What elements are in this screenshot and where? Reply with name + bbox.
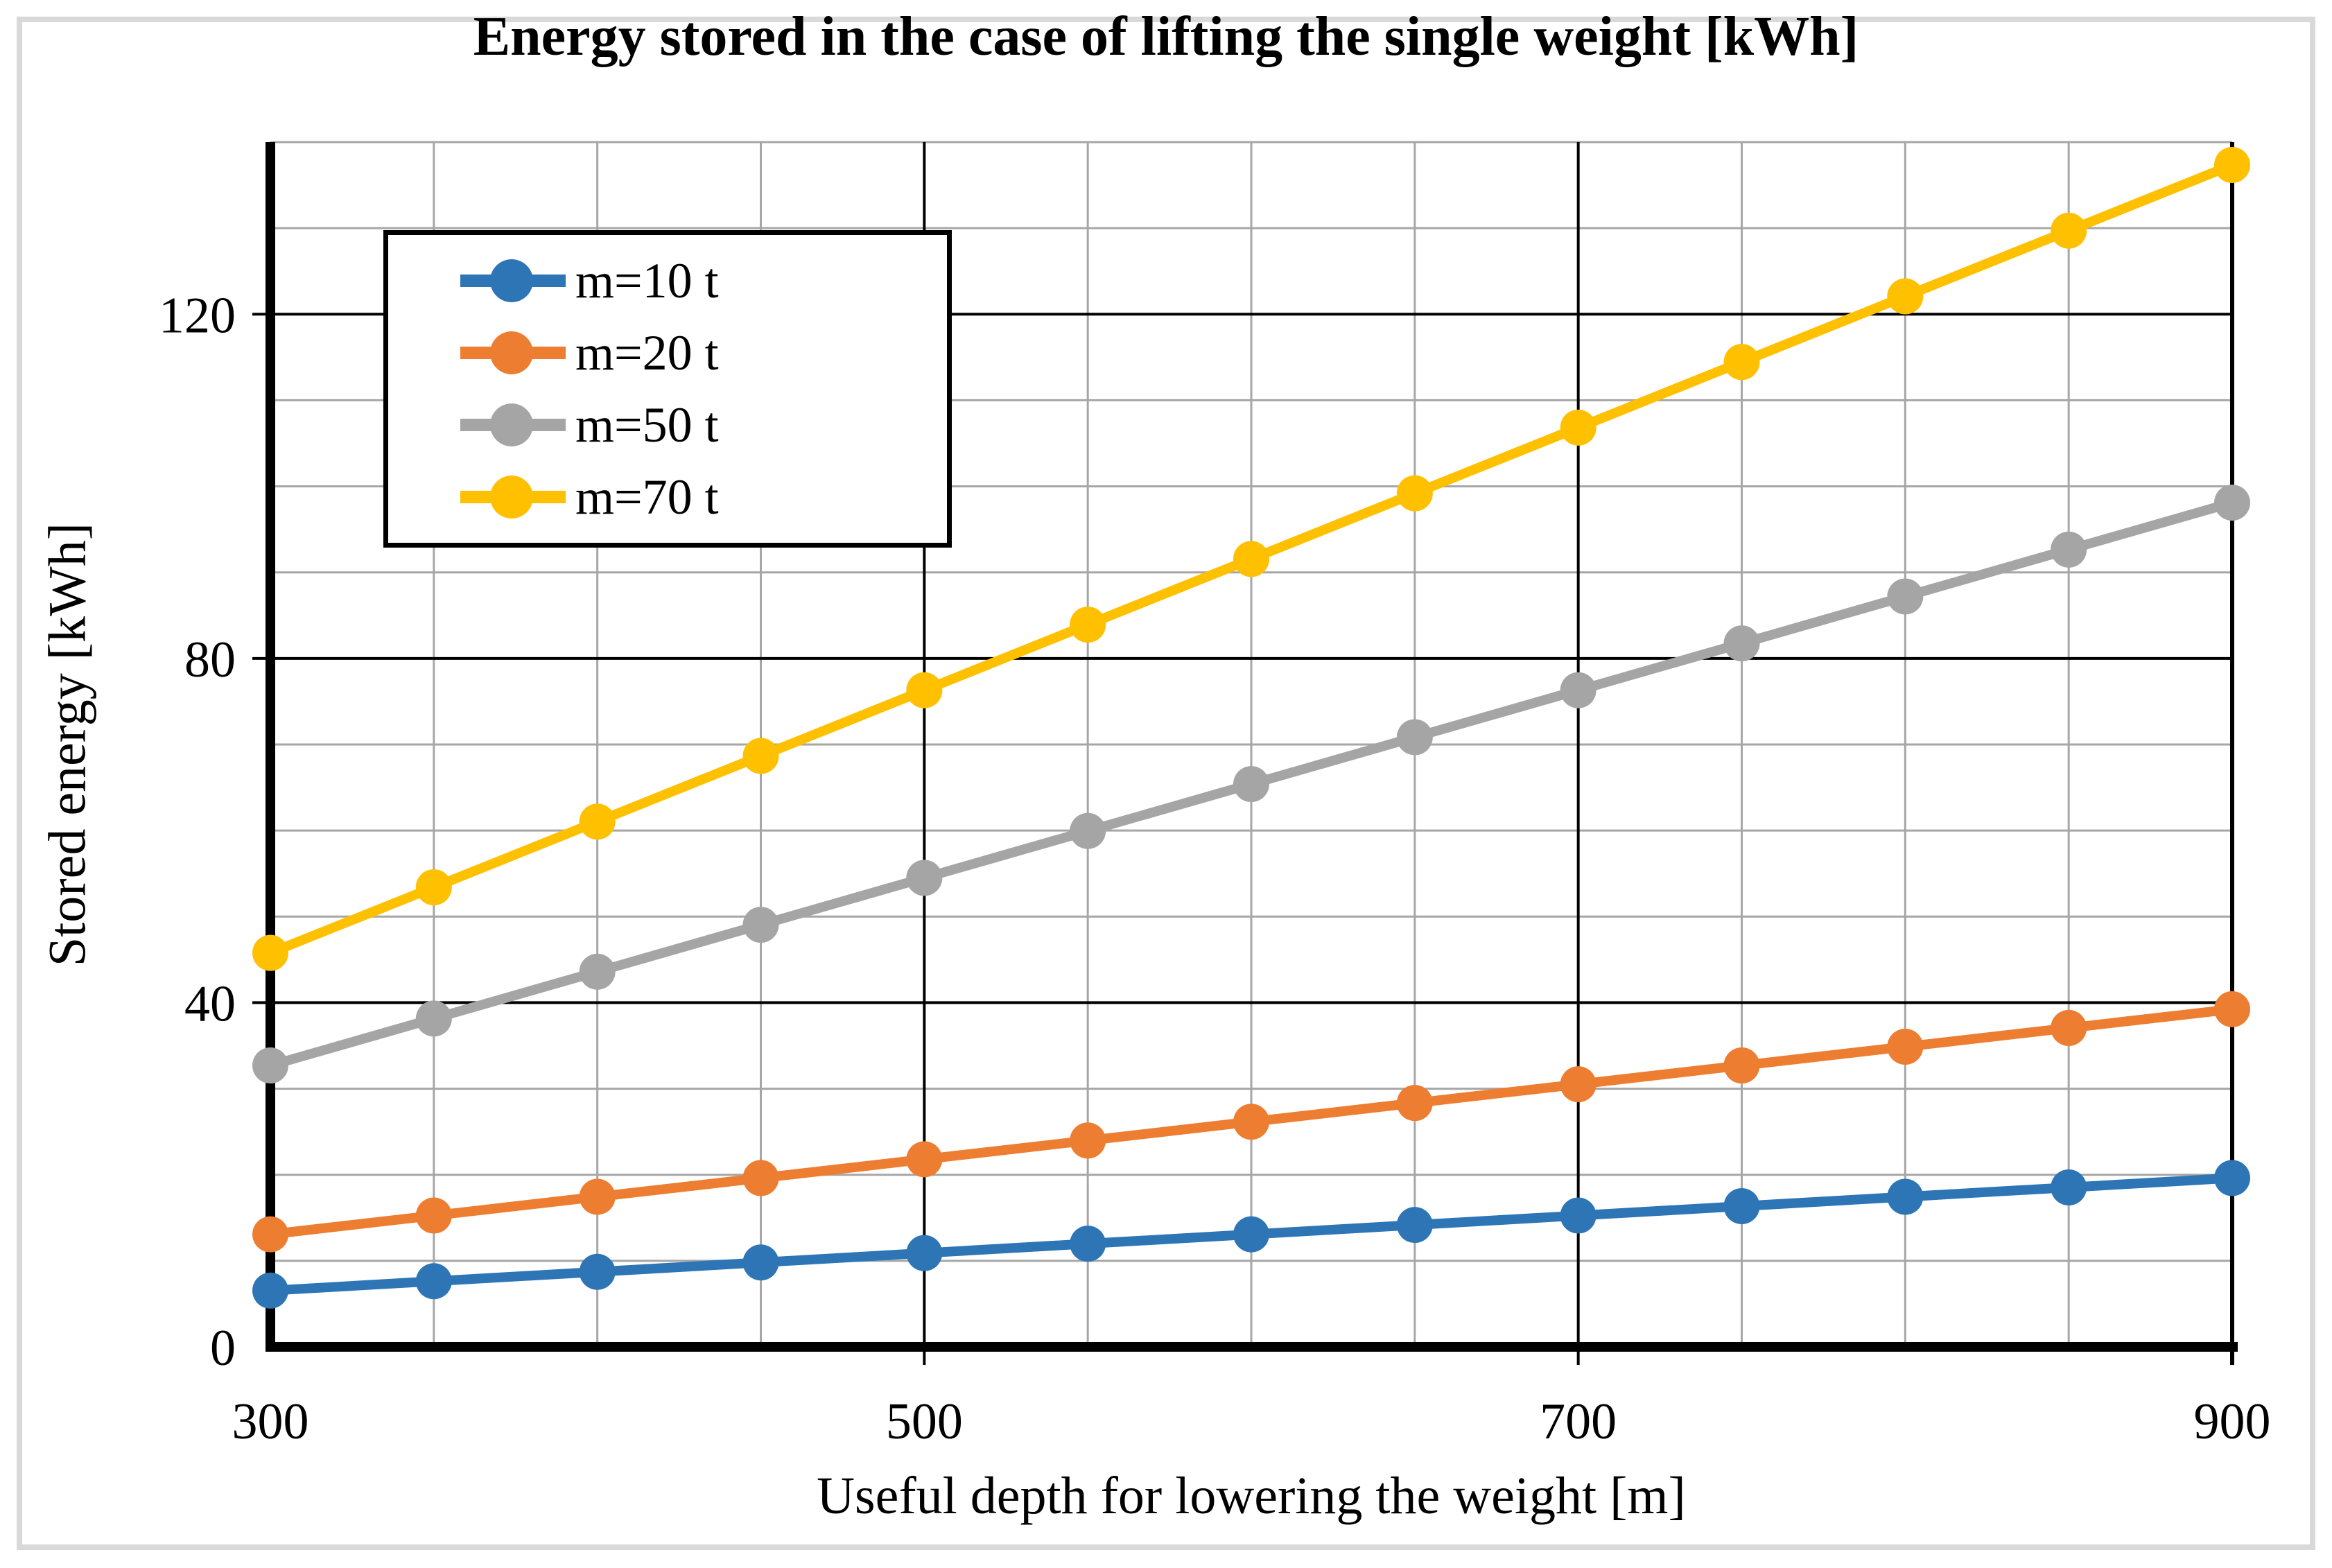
data-point-marker [2214,485,2250,521]
data-point-marker [415,1263,452,1300]
data-point-marker [252,1272,288,1309]
data-point-marker [1233,1104,1269,1140]
data-point-marker [1070,1122,1106,1159]
legend-label: m=70 t [575,469,719,525]
y-axis-title: Stored energy [kWh] [38,522,97,967]
data-point-marker [579,1253,616,1290]
legend-item-m10: m=10 t [458,245,947,317]
legend-marker-icon [460,403,566,446]
data-point-marker [1396,1207,1433,1244]
series-m=20-t [252,991,2250,1253]
x-axis-title: Useful depth for lowering the weight [m] [817,1467,1686,1525]
x-tick-label: 500 [886,1393,963,1450]
y-tick-label: 80 [184,631,236,688]
legend-item-m70: m=70 t [458,461,947,533]
data-point-marker [415,1000,452,1037]
data-point-marker [906,1235,943,1271]
data-point-marker [742,738,779,774]
data-point-marker [1070,1226,1106,1262]
y-tick-label: 120 [159,287,236,344]
data-point-marker [906,1141,943,1178]
data-point-marker [252,934,288,971]
legend-item-m20: m=20 t [458,317,947,389]
data-point-marker [1396,1085,1433,1122]
series-m=70-t [252,147,2250,971]
data-point-marker [1560,672,1596,708]
legend-marker-icon [460,259,566,302]
y-tick-label: 40 [184,975,236,1032]
data-point-marker [1887,1028,1924,1065]
data-point-marker [1723,344,1760,381]
data-point-marker [1396,475,1433,512]
data-point-marker [1723,1188,1760,1225]
legend-item-m50: m=50 t [458,389,947,461]
data-point-marker [1887,1178,1924,1215]
legend-label: m=10 t [575,252,719,308]
legend-marker-icon [460,331,566,374]
data-point-marker [906,860,943,896]
data-point-marker [1887,578,1924,615]
data-point-marker [1560,409,1596,446]
data-point-marker [742,907,779,943]
data-point-marker [1887,278,1924,315]
y-tick-label: 0 [210,1320,236,1377]
data-point-marker [1560,1197,1596,1234]
data-point-marker [2051,531,2087,568]
data-point-marker [2214,147,2250,184]
data-point-marker [742,1244,779,1281]
data-point-marker [415,869,452,905]
data-point-marker [252,1047,288,1084]
data-point-marker [1070,812,1106,849]
chart-title: Energy stored in the case of lifting the… [473,6,1859,67]
x-tick-label: 300 [232,1393,309,1450]
series-m=10-t [252,1160,2250,1309]
data-point-marker [1233,541,1269,577]
legend-marker-icon [460,476,566,519]
data-point-marker [415,1197,452,1234]
data-point-marker [742,1160,779,1196]
data-point-marker [2051,1009,2087,1046]
data-point-marker [1396,719,1433,756]
data-point-marker [2214,1160,2250,1196]
data-point-marker [579,953,616,990]
data-point-marker [252,1216,288,1253]
legend-label: m=50 t [575,397,719,453]
data-point-marker [579,803,616,840]
x-tick-label: 700 [1540,1393,1617,1450]
series-m=50-t [252,485,2250,1084]
data-point-marker [1070,607,1106,643]
data-point-marker [1560,1066,1596,1103]
x-tick-label: 900 [2194,1393,2271,1450]
data-point-marker [906,672,943,708]
data-point-marker [2051,212,2087,249]
legend-label: m=20 t [575,324,719,381]
data-point-marker [1233,766,1269,803]
data-point-marker [2051,1169,2087,1205]
data-point-marker [2214,991,2250,1027]
legend-box: m=10 t m=20 t m=50 t m=70 t [383,230,952,548]
data-point-marker [1723,1047,1760,1084]
data-point-marker [579,1178,616,1215]
data-point-marker [1233,1216,1269,1253]
data-point-marker [1723,625,1760,662]
